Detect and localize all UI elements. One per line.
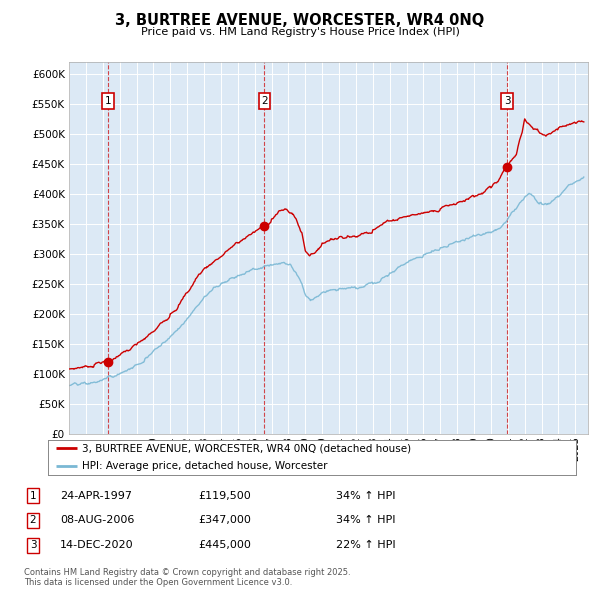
Text: 22% ↑ HPI: 22% ↑ HPI: [336, 540, 395, 550]
Text: 34% ↑ HPI: 34% ↑ HPI: [336, 491, 395, 500]
Text: 34% ↑ HPI: 34% ↑ HPI: [336, 516, 395, 525]
Text: 3: 3: [503, 96, 510, 106]
Text: 3: 3: [29, 540, 37, 550]
Text: HPI: Average price, detached house, Worcester: HPI: Average price, detached house, Worc…: [82, 461, 328, 471]
Text: 2: 2: [261, 96, 268, 106]
Text: 3, BURTREE AVENUE, WORCESTER, WR4 0NQ: 3, BURTREE AVENUE, WORCESTER, WR4 0NQ: [115, 13, 485, 28]
Text: 14-DEC-2020: 14-DEC-2020: [60, 540, 134, 550]
Text: Contains HM Land Registry data © Crown copyright and database right 2025.
This d: Contains HM Land Registry data © Crown c…: [24, 568, 350, 587]
Text: £347,000: £347,000: [198, 516, 251, 525]
Text: Price paid vs. HM Land Registry's House Price Index (HPI): Price paid vs. HM Land Registry's House …: [140, 28, 460, 37]
Text: £445,000: £445,000: [198, 540, 251, 550]
Text: 2: 2: [29, 516, 37, 525]
Text: 24-APR-1997: 24-APR-1997: [60, 491, 132, 500]
Text: £119,500: £119,500: [198, 491, 251, 500]
Text: 1: 1: [104, 96, 111, 106]
Text: 08-AUG-2006: 08-AUG-2006: [60, 516, 134, 525]
Text: 3, BURTREE AVENUE, WORCESTER, WR4 0NQ (detached house): 3, BURTREE AVENUE, WORCESTER, WR4 0NQ (d…: [82, 444, 412, 453]
Text: 1: 1: [29, 491, 37, 500]
